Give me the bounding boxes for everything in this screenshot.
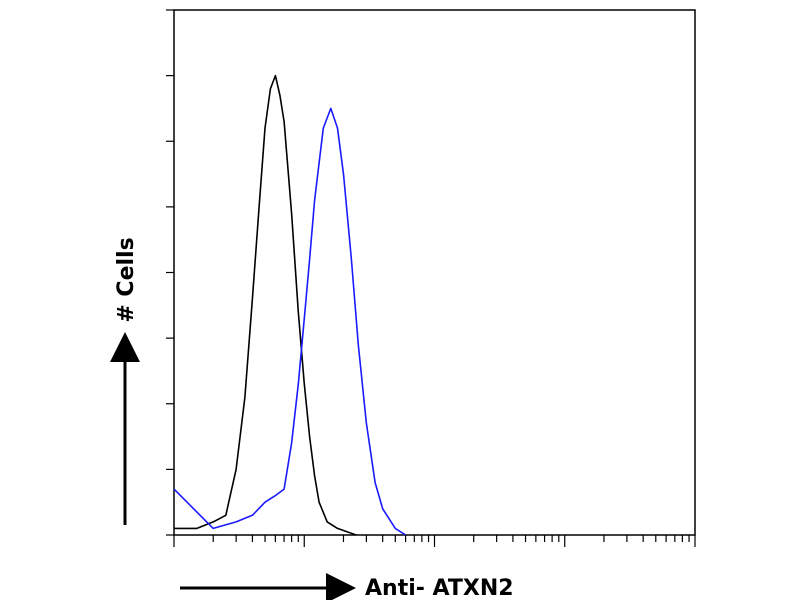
series-line [174,74,357,536]
series-line [173,107,407,536]
plot-frame [173,9,696,536]
x-axis-label: Anti- ATXN2 [365,576,514,600]
y-axis-label: # Cells [114,237,139,322]
